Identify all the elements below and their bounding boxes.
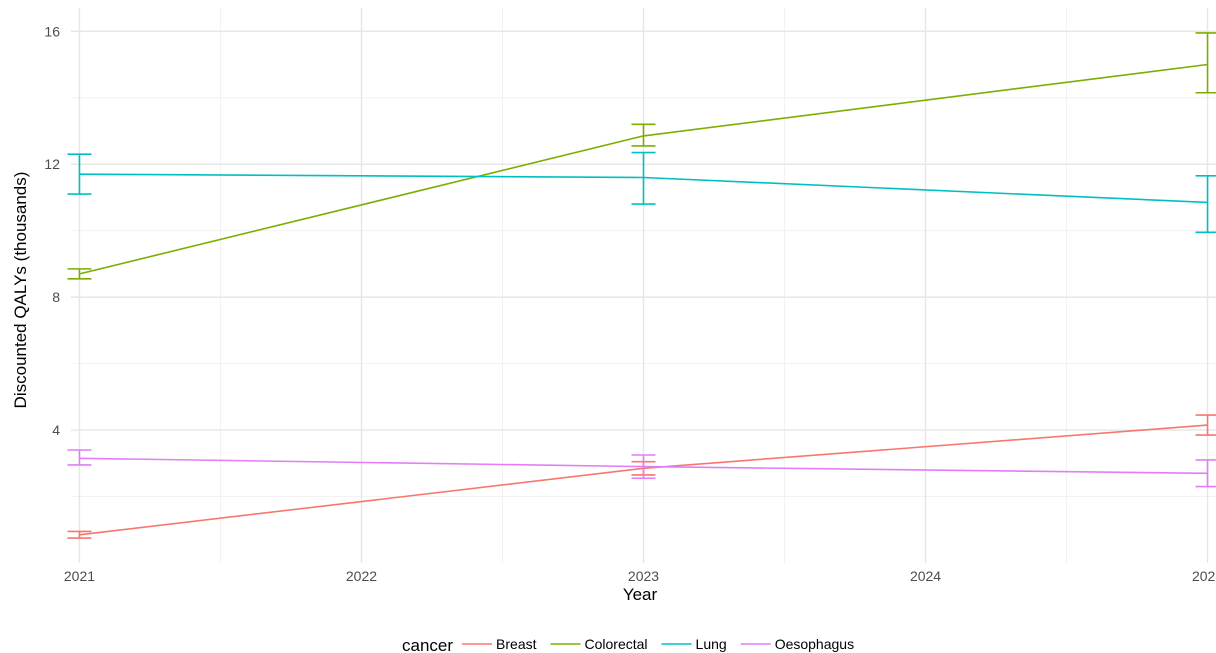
legend-title: cancer <box>402 636 453 653</box>
error-bar-lung <box>67 153 92 195</box>
x-tick-label: 2025 <box>1192 568 1216 584</box>
legend-item-oesophagus: Oesophagus <box>740 636 854 652</box>
error-bar-colorectal <box>631 123 656 147</box>
legend-label-lung: Lung <box>696 636 727 652</box>
y-tick-label: 4 <box>52 422 60 438</box>
y-axis-title: Discounted QALYs (thousands) <box>11 172 30 409</box>
x-tick-label: 2024 <box>910 568 941 584</box>
error-bar-oesophagus <box>67 449 92 466</box>
y-tick-label: 16 <box>44 23 60 39</box>
legend-item-lung: Lung <box>661 636 727 652</box>
y-axis-tick-labels: 4 8 12 16 <box>44 23 60 438</box>
y-tick-label: 8 <box>52 289 60 305</box>
series-lung <box>67 151 1216 234</box>
error-bar-colorectal <box>67 268 92 280</box>
x-tick-label: 2022 <box>346 568 377 584</box>
x-tick-label: 2021 <box>64 568 95 584</box>
x-tick-label: 2023 <box>628 568 659 584</box>
legend: cancer Breast Colorectal Lung Oesophagus <box>402 636 854 653</box>
legend-label-breast: Breast <box>496 636 537 652</box>
error-bar-breast <box>67 530 92 539</box>
legend-label-oesophagus: Oesophagus <box>775 636 854 652</box>
x-axis-tick-labels: 2021 2022 2023 2024 2025 <box>64 568 1216 584</box>
error-bar-lung <box>631 151 656 205</box>
error-bar-oesophagus <box>631 454 656 480</box>
legend-item-colorectal: Colorectal <box>550 636 648 652</box>
y-tick-label: 12 <box>44 156 60 172</box>
x-axis-title: Year <box>623 585 658 604</box>
legend-item-breast: Breast <box>462 636 537 652</box>
legend-label-colorectal: Colorectal <box>585 636 648 652</box>
